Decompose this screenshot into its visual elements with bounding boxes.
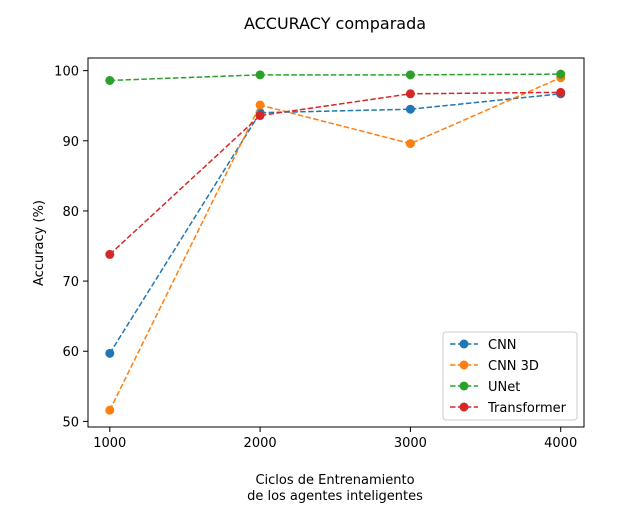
y-axis-label: Accuracy (%) — [32, 200, 47, 286]
series-line — [109, 73, 561, 82]
x-tick-label: 1000 — [93, 436, 126, 451]
legend-label: Transformer — [487, 401, 567, 416]
series-line — [109, 91, 561, 255]
legend-entry: Transformer — [450, 401, 567, 416]
x-tick-label: 3000 — [394, 436, 427, 451]
legend-label: CNN 3D — [488, 359, 539, 374]
plot-frame — [87, 57, 585, 428]
data-point — [405, 70, 415, 80]
data-point — [405, 104, 415, 114]
legend-marker — [459, 339, 469, 349]
y-tick-label: 80 — [62, 205, 79, 220]
data-point — [255, 70, 265, 80]
legend-entry: CNN 3D — [450, 359, 539, 374]
legend-entry: UNet — [450, 380, 520, 395]
legend-label: CNN — [488, 338, 517, 353]
series-unet — [105, 69, 566, 85]
series-line — [109, 93, 561, 354]
plot-area: 1000 2000 3000 4000 50 60 70 80 90 100 — [54, 57, 585, 451]
y-tick-label: 60 — [62, 345, 79, 360]
chart-title: ACCURACY comparada — [244, 14, 426, 33]
x-tick-label: 4000 — [544, 436, 577, 451]
series-line — [109, 76, 562, 411]
data-point — [255, 111, 265, 121]
legend-box — [442, 331, 578, 421]
legend-marker — [459, 381, 469, 391]
series-transformer — [105, 87, 566, 259]
y-tick-label: 100 — [54, 65, 79, 80]
data-point — [405, 139, 415, 149]
legend: CNN CNN 3D UNet Transformer — [442, 331, 578, 421]
data-point — [105, 249, 115, 259]
data-point — [105, 348, 115, 358]
legend-entry: CNN — [450, 338, 517, 353]
data-point — [405, 89, 415, 99]
legend-label: UNet — [488, 380, 520, 395]
y-tick-label: 50 — [62, 415, 79, 430]
legend-marker — [459, 402, 469, 412]
y-tick-label: 90 — [62, 135, 79, 150]
x-tick-label: 2000 — [244, 436, 277, 451]
data-point — [105, 405, 115, 415]
data-point — [556, 69, 566, 79]
legend-marker — [459, 360, 469, 370]
data-point — [105, 75, 115, 85]
data-point — [556, 87, 566, 97]
x-axis-label-line-2: de los agentes inteligentes — [247, 489, 423, 504]
series-cnn — [105, 89, 566, 358]
x-axis-label-line-1: Ciclos de Entrenamiento — [255, 473, 414, 488]
data-point — [255, 100, 265, 110]
y-tick-label: 70 — [62, 275, 79, 290]
